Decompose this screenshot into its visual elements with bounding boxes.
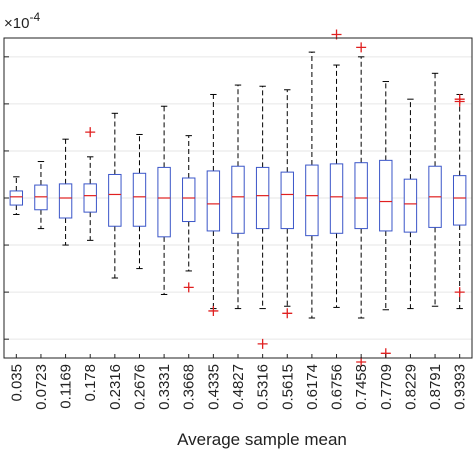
x-tick-label: 0.6174	[304, 364, 321, 410]
x-tick-label: 0.8791	[427, 364, 444, 410]
box-group	[9, 176, 24, 215]
box-iqr	[379, 159, 393, 232]
box-group	[403, 98, 418, 310]
x-tick-label: 0.1169	[58, 364, 75, 409]
outlier-marker	[282, 308, 293, 319]
box-group	[452, 93, 467, 310]
x-tick-label: 0.6756	[329, 364, 346, 410]
x-tick-label: 0.9393	[452, 364, 469, 410]
box-group	[157, 105, 171, 295]
box-iqr	[354, 162, 368, 230]
box-iqr	[58, 183, 73, 219]
outlier-marker	[208, 305, 219, 316]
box-group	[280, 89, 294, 319]
box-group	[132, 133, 147, 270]
box-group	[83, 127, 97, 241]
box-group	[231, 84, 245, 310]
box-group	[428, 72, 442, 307]
box-group	[255, 85, 270, 349]
x-tick-label: 0.3668	[181, 364, 198, 410]
x-tick-label: 0.7709	[378, 364, 395, 410]
outlier-marker	[454, 287, 465, 298]
tick-layer: 0.035 0.0723 0.1169 0.178 0.2316 0.2676 0.3331…	[4, 56, 469, 410]
x-tick-label: 0.8229	[402, 364, 419, 410]
box-group	[379, 81, 393, 359]
box-iqr	[403, 178, 418, 233]
box-group	[108, 112, 122, 279]
outlier-marker	[454, 96, 465, 107]
y-exponent-base: ×10	[4, 15, 29, 32]
box-iqr	[231, 165, 245, 234]
box-iqr	[452, 175, 467, 226]
x-tick-label: 0.3331	[156, 364, 173, 410]
box-iqr	[157, 166, 171, 238]
outlier-marker	[183, 282, 194, 293]
x-tick-label: 0.2316	[107, 364, 124, 410]
box-group	[354, 42, 368, 367]
x-axis-title: Average sample mean	[177, 430, 347, 449]
x-tick-label: 0.5316	[255, 364, 272, 410]
box-iqr	[108, 173, 122, 227]
box-group	[206, 93, 221, 316]
box-group	[58, 138, 73, 246]
y-exponent-power: -4	[29, 10, 40, 24]
outlier-marker	[257, 338, 268, 349]
box-iqr	[305, 164, 319, 237]
y-exponent-label: ×10-4	[4, 10, 40, 32]
box-group	[182, 135, 196, 293]
box-iqr	[329, 163, 344, 234]
x-tick-label: 0.4335	[205, 364, 222, 410]
x-tick-label: 0.7458	[353, 364, 370, 410]
box-layer	[9, 29, 467, 367]
box-group	[329, 29, 344, 308]
box-iqr	[132, 172, 147, 227]
outlier-marker	[356, 42, 367, 53]
x-tick-label: 0.4827	[230, 364, 247, 410]
box-iqr	[83, 183, 97, 213]
box-group	[305, 51, 319, 319]
box-group	[34, 161, 48, 230]
x-tick-label: 0.178	[82, 364, 99, 402]
outlier-marker	[356, 357, 367, 367]
box-iqr	[255, 166, 270, 230]
box-iqr	[182, 177, 196, 223]
box-iqr	[280, 171, 294, 230]
box-iqr	[9, 190, 24, 206]
x-tick-label: 0.035	[8, 364, 25, 402]
box-iqr	[206, 170, 221, 232]
outlier-marker	[85, 127, 96, 138]
x-tick-label: 0.5615	[279, 364, 296, 410]
x-tick-label: 0.2676	[131, 364, 148, 410]
x-tick-label: 0.0723	[33, 364, 50, 410]
